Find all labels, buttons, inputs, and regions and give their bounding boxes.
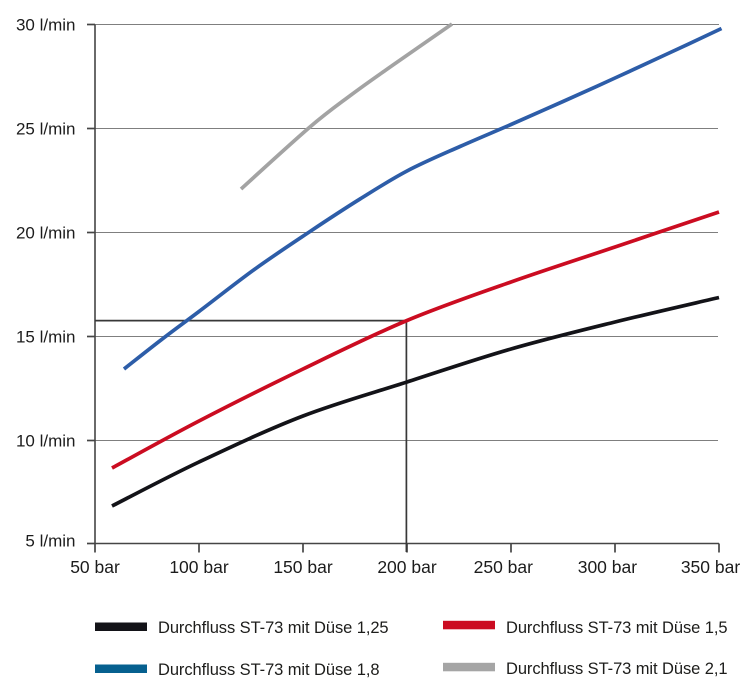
svg-text:25 l/min: 25 l/min [16, 120, 76, 139]
svg-text:Durchfluss ST-73 mit Düse 1,8: Durchfluss ST-73 mit Düse 1,8 [158, 661, 379, 679]
svg-text:Durchfluss ST-73 mit Düse 1,25: Durchfluss ST-73 mit Düse 1,25 [158, 619, 389, 637]
svg-text:Durchfluss ST-73 mit Düse 2,1: Durchfluss ST-73 mit Düse 2,1 [506, 660, 727, 678]
svg-text:50 bar: 50 bar [70, 557, 120, 577]
svg-text:30 l/min: 30 l/min [16, 16, 76, 35]
svg-text:200 bar: 200 bar [377, 557, 437, 577]
svg-text:150 bar: 150 bar [273, 557, 333, 577]
svg-text:100 bar: 100 bar [169, 557, 229, 577]
svg-text:5 l/min: 5 l/min [25, 532, 75, 551]
svg-text:15 l/min: 15 l/min [16, 328, 76, 347]
svg-text:350 bar: 350 bar [681, 557, 741, 577]
svg-text:20 l/min: 20 l/min [16, 224, 76, 243]
svg-text:10 l/min: 10 l/min [16, 432, 76, 451]
svg-text:250 bar: 250 bar [474, 557, 534, 577]
svg-text:Durchfluss ST-73 mit Düse 1,5: Durchfluss ST-73 mit Düse 1,5 [506, 619, 727, 637]
svg-text:300 bar: 300 bar [578, 557, 638, 577]
